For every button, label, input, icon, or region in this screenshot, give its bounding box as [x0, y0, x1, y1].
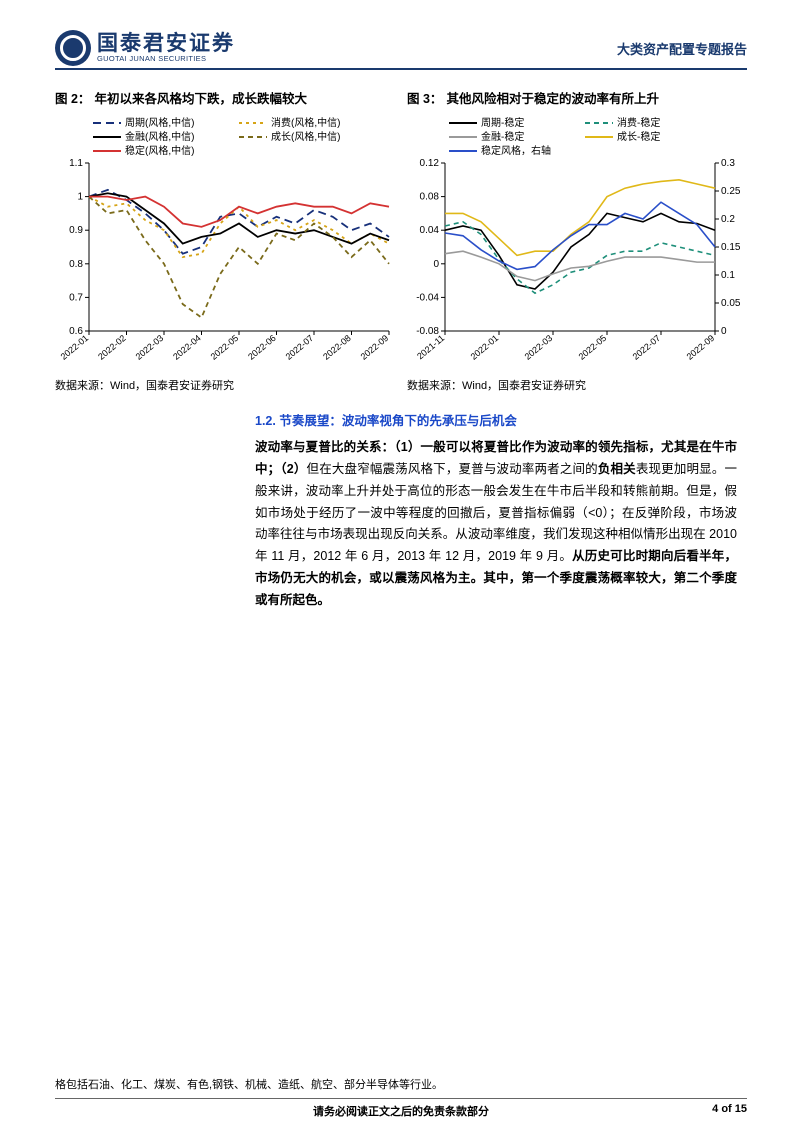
svg-text:金融-稳定: 金融-稳定 — [481, 130, 524, 143]
svg-text:成长(风格,中信): 成长(风格,中信) — [271, 130, 340, 143]
svg-text:2022-07: 2022-07 — [631, 333, 663, 362]
header-category: 大类资产配置专题报告 — [617, 39, 747, 58]
svg-text:2022-03: 2022-03 — [523, 333, 555, 362]
svg-text:2022-01: 2022-01 — [59, 333, 91, 362]
svg-text:2022-01: 2022-01 — [469, 333, 501, 362]
figure-2: 图 2： 年初以来各风格均下跌，成长跌幅较大 周期(风格,中信) 消费(风格,中信)… — [55, 88, 395, 393]
section-paragraph: 波动率与夏普比的关系：（1）一般可以将夏普比作为波动率的领先指标，尤其是在牛市中… — [255, 437, 737, 612]
svg-text:2022-05: 2022-05 — [209, 333, 241, 362]
svg-text:2022-05: 2022-05 — [577, 333, 609, 362]
page-root: 国泰君安证券 GUOTAI JUNAN SECURITIES 大类资产配置专题报… — [0, 0, 802, 1133]
svg-text:2022-06: 2022-06 — [246, 333, 278, 362]
svg-text:0.05: 0.05 — [721, 298, 741, 309]
page-header: 国泰君安证券 GUOTAI JUNAN SECURITIES 大类资产配置专题报… — [55, 30, 747, 70]
svg-text:2022-07: 2022-07 — [284, 333, 316, 362]
section-number: 1.2. — [255, 414, 276, 428]
svg-text:1.1: 1.1 — [69, 158, 83, 169]
footer-note: 格包括石油、化工、煤炭、有色,钢铁、机械、造纸、航空、部分半导体等行业。 — [55, 1076, 747, 1092]
svg-text:2022-03: 2022-03 — [134, 333, 166, 362]
section-heading: 1.2. 节奏展望：波动率视角下的先承压与后机会 — [255, 411, 737, 433]
svg-text:0.15: 0.15 — [721, 242, 741, 253]
logo-text: 国泰君安证券 GUOTAI JUNAN SECURITIES — [97, 32, 235, 63]
svg-text:0.7: 0.7 — [69, 292, 83, 303]
svg-text:稳定风格，右轴: 稳定风格，右轴 — [481, 144, 551, 157]
svg-text:1: 1 — [77, 192, 83, 203]
page-number: 4 of 15 — [712, 1103, 747, 1115]
figure-2-source: 数据来源：Wind，国泰君安证券研究 — [55, 377, 395, 393]
svg-text:周期(风格,中信): 周期(风格,中信) — [125, 116, 194, 129]
svg-text:0.3: 0.3 — [721, 158, 735, 169]
page-footer: 格包括石油、化工、煤炭、有色,钢铁、机械、造纸、航空、部分半导体等行业。 请务必… — [55, 1076, 747, 1115]
svg-text:2022-08: 2022-08 — [321, 333, 353, 362]
footer-bar: 请务必阅读正文之后的免责条款部分 4 of 15 — [55, 1098, 747, 1115]
svg-text:消费(风格,中信): 消费(风格,中信) — [271, 116, 340, 129]
svg-text:0.8: 0.8 — [69, 259, 83, 270]
svg-text:0.2: 0.2 — [721, 214, 735, 225]
logo-cn-text: 国泰君安证券 — [97, 32, 235, 55]
logo-mark-icon — [55, 30, 91, 66]
svg-text:0.25: 0.25 — [721, 186, 741, 197]
svg-text:0.12: 0.12 — [420, 158, 440, 169]
svg-text:稳定(风格,中信): 稳定(风格,中信) — [125, 144, 194, 157]
section-title: 节奏展望：波动率视角下的先承压与后机会 — [279, 414, 517, 428]
logo: 国泰君安证券 GUOTAI JUNAN SECURITIES — [55, 30, 235, 66]
svg-text:消费-稳定: 消费-稳定 — [617, 116, 660, 129]
svg-text:2021-11: 2021-11 — [415, 333, 446, 361]
svg-text:金融(风格,中信): 金融(风格,中信) — [125, 130, 194, 143]
svg-text:0.08: 0.08 — [420, 192, 440, 203]
body-section: 1.2. 节奏展望：波动率视角下的先承压与后机会 波动率与夏普比的关系：（1）一… — [255, 411, 737, 612]
figure-3-source: 数据来源：Wind，国泰君安证券研究 — [407, 377, 747, 393]
figure-2-title-text: 年初以来各风格均下跌，成长跌幅较大 — [94, 92, 307, 106]
figure-3: 图 3： 其他风险相对于稳定的波动率有所上升 周期-稳定 消费-稳定金融-稳定 成长-… — [407, 88, 747, 393]
para-bold-b: 负相关 — [598, 462, 636, 476]
figure-3-prefix: 图 3： — [407, 92, 442, 106]
svg-text:0: 0 — [433, 259, 439, 270]
svg-text:周期-稳定: 周期-稳定 — [481, 116, 524, 129]
figure-2-chart: 周期(风格,中信) 消费(风格,中信) 金融(风格,中信) 成长(风格,中信) 稳定(风… — [55, 113, 395, 373]
svg-text:0.1: 0.1 — [721, 270, 735, 281]
svg-text:2022-09: 2022-09 — [359, 333, 391, 362]
figure-3-title: 图 3： 其他风险相对于稳定的波动率有所上升 — [407, 88, 747, 107]
figure-2-prefix: 图 2： — [55, 92, 90, 106]
svg-text:0.9: 0.9 — [69, 225, 83, 236]
figure-3-title-text: 其他风险相对于稳定的波动率有所上升 — [446, 92, 659, 106]
svg-text:成长-稳定: 成长-稳定 — [617, 130, 660, 143]
svg-text:0: 0 — [721, 326, 727, 337]
footer-disclaimer: 请务必阅读正文之后的免责条款部分 — [313, 1103, 489, 1119]
para-text-a: 但在大盘窄幅震荡风格下，夏普与波动率两者之间的 — [307, 462, 598, 476]
svg-text:0.04: 0.04 — [420, 225, 440, 236]
svg-text:2022-04: 2022-04 — [171, 333, 203, 362]
svg-text:2022-09: 2022-09 — [685, 333, 717, 362]
svg-text:-0.04: -0.04 — [416, 292, 439, 303]
charts-row: 图 2： 年初以来各风格均下跌，成长跌幅较大 周期(风格,中信) 消费(风格,中信)… — [55, 88, 747, 393]
figure-2-title: 图 2： 年初以来各风格均下跌，成长跌幅较大 — [55, 88, 395, 107]
figure-3-chart: 周期-稳定消费-稳定金融-稳定成长-稳定稳定风格，右轴-0.08-0.0400.… — [407, 113, 747, 373]
logo-en-text: GUOTAI JUNAN SECURITIES — [97, 55, 235, 63]
svg-text:2022-02: 2022-02 — [96, 333, 128, 362]
